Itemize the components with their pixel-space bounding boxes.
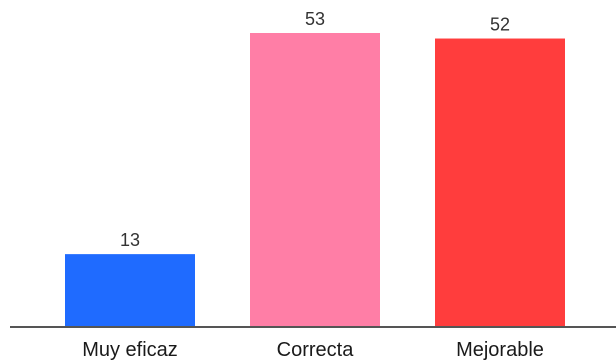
value-label-muy-eficaz: 13 bbox=[120, 230, 140, 250]
bar-correcta bbox=[250, 33, 380, 326]
value-label-correcta: 53 bbox=[305, 9, 325, 29]
bar-muy-eficaz bbox=[65, 254, 195, 326]
x-tick-labels-group: Muy eficaz Correcta Mejorable bbox=[82, 339, 544, 361]
value-label-mejorable: 52 bbox=[490, 15, 510, 35]
x-tick-label-mejorable: Mejorable bbox=[456, 339, 544, 361]
x-tick-label-muy-eficaz: Muy eficaz bbox=[82, 339, 178, 361]
x-tick-label-correcta: Correcta bbox=[277, 339, 355, 361]
bars-group bbox=[65, 33, 565, 326]
bar-mejorable bbox=[435, 39, 565, 326]
